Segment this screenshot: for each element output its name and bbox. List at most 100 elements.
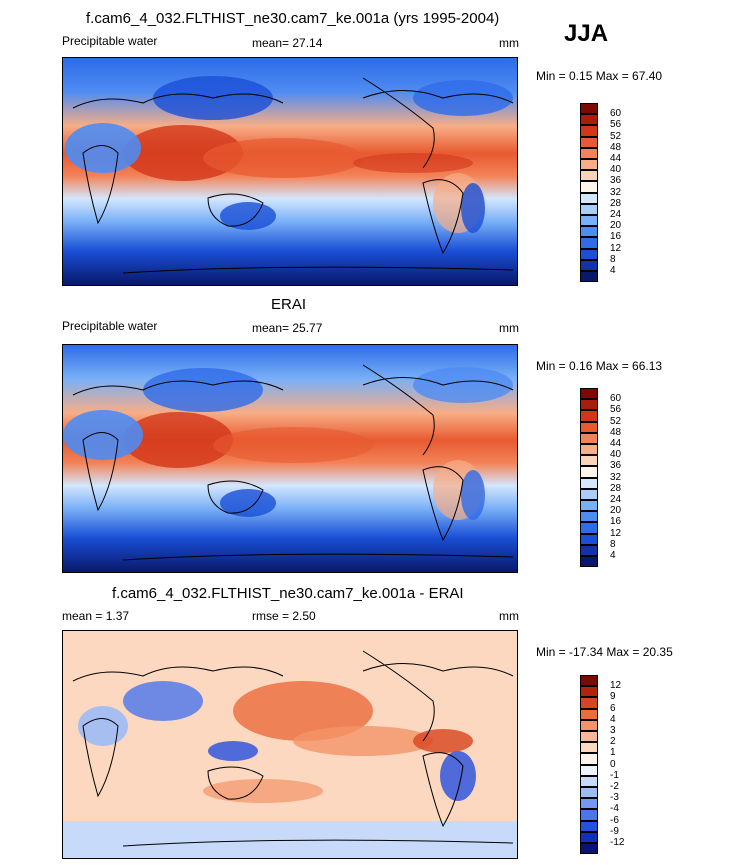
panel-1-minmax: Min = 0.15 Max = 67.40 xyxy=(536,69,663,83)
colorbar-cell xyxy=(580,399,598,411)
colorbar-cell xyxy=(580,697,598,709)
panel-3-mean: mean = 1.37 xyxy=(62,609,130,623)
colorbar-tick-label: 40 xyxy=(610,449,622,461)
colorbar-cell xyxy=(580,136,598,148)
colorbar-tick-label: 8 xyxy=(610,253,616,265)
colorbar-tick-label: 24 xyxy=(610,494,622,505)
colorbar-tick-label: 3 xyxy=(610,725,616,736)
colorbar-cell xyxy=(580,237,598,249)
colorbar-cell xyxy=(580,170,598,182)
colorbar-tick-label: 48 xyxy=(610,426,622,438)
colorbar-tick-label: 8 xyxy=(610,538,616,550)
panel-2-mean: mean= 25.77 xyxy=(252,321,323,335)
colorbar-cell xyxy=(580,488,598,500)
colorbar-tick-label: -2 xyxy=(610,781,619,792)
colorbar-cell xyxy=(580,775,598,787)
panel-2-map xyxy=(62,344,518,573)
colorbar-tick-label: 20 xyxy=(610,220,622,232)
colorbar-tick-label: -12 xyxy=(610,837,625,848)
colorbar-tick-label: 60 xyxy=(610,393,622,405)
colorbar-cell xyxy=(580,544,598,556)
colorbar-tick-label: -3 xyxy=(610,792,619,804)
season-label: JJA xyxy=(564,20,609,47)
panel-3-map xyxy=(62,630,518,859)
panel-1-variable-label: Precipitable water xyxy=(62,34,158,48)
colorbar-cell xyxy=(580,388,598,400)
panel-3-units: mm xyxy=(499,609,519,623)
colorbar-tick-label: 12 xyxy=(610,527,622,539)
colorbar-cell xyxy=(580,248,598,260)
colorbar-tick-label: 1 xyxy=(610,747,616,759)
colorbar-cell xyxy=(580,708,598,720)
panel-2-map-field xyxy=(63,345,517,572)
colorbar-tick-label: 9 xyxy=(610,691,616,703)
colorbar-tick-label: -9 xyxy=(610,825,619,837)
colorbar-cell xyxy=(580,181,598,193)
panel-2-units: mm xyxy=(499,321,519,335)
colorbar-tick-label: 28 xyxy=(610,482,622,494)
colorbar-cell xyxy=(580,843,598,855)
colorbar-tick-label: 4 xyxy=(610,713,616,725)
colorbar-cell xyxy=(580,820,598,832)
colorbar-tick-label: 36 xyxy=(610,460,622,472)
colorbar-cell xyxy=(580,215,598,227)
colorbar-tick-label: 16 xyxy=(610,231,622,243)
colorbar-cell xyxy=(580,764,598,776)
colorbar-tick-label: 2 xyxy=(610,736,616,748)
colorbar-cell xyxy=(580,686,598,698)
colorbar-tick-label: 16 xyxy=(610,516,622,528)
colorbar-cell xyxy=(580,477,598,489)
colorbar-cell xyxy=(580,259,598,271)
colorbar-tick-label: 4 xyxy=(610,550,616,561)
colorbar-cell xyxy=(580,719,598,731)
colorbar-cell xyxy=(580,125,598,137)
colorbar-cell xyxy=(580,114,598,126)
colorbar-cell xyxy=(580,511,598,523)
panel-2-variable-label: Precipitable water xyxy=(62,319,158,333)
panel-2-title: ERAI xyxy=(271,296,307,313)
colorbar-cell xyxy=(580,798,598,810)
panel-1-colorbar: 4 8 12 16 20 24 28 32 36 40 44 48 52 56 60 xyxy=(580,103,640,283)
colorbar-tick-label: 44 xyxy=(610,438,622,449)
colorbar-tick-label: 32 xyxy=(610,186,622,198)
colorbar-cell xyxy=(580,226,598,238)
colorbar-tick-label: 24 xyxy=(610,209,622,220)
colorbar-tick-label: 36 xyxy=(610,175,622,187)
colorbar-tick-label: 48 xyxy=(610,141,622,153)
colorbar-tick-label: 6 xyxy=(610,702,616,714)
panel-1-map xyxy=(62,57,518,286)
colorbar-cell xyxy=(580,731,598,743)
colorbar-tick-label: 28 xyxy=(610,197,622,209)
colorbar-tick-label: 12 xyxy=(610,242,622,254)
colorbar-cell xyxy=(580,159,598,171)
colorbar-tick-label: -4 xyxy=(610,803,619,815)
colorbar-cell xyxy=(580,444,598,456)
colorbar-tick-label: 52 xyxy=(610,415,622,427)
colorbar-tick-label: 56 xyxy=(610,119,622,131)
colorbar-tick-label: 56 xyxy=(610,404,622,416)
colorbar-cell xyxy=(580,675,598,687)
colorbar-cell xyxy=(580,753,598,765)
colorbar-tick-label: 20 xyxy=(610,505,622,517)
panel-1-map-field xyxy=(63,58,517,285)
colorbar-tick-label: 32 xyxy=(610,471,622,483)
colorbar-tick-label: 4 xyxy=(610,265,616,276)
colorbar-cell xyxy=(580,147,598,159)
colorbar-cell xyxy=(580,556,598,568)
panel-3-title: f.cam6_4_032.FLTHIST_ne30.cam7_ke.001a -… xyxy=(112,585,464,602)
colorbar-tick-label: 40 xyxy=(610,164,622,176)
colorbar-cell xyxy=(580,271,598,283)
colorbar-cell xyxy=(580,455,598,467)
panel-1-mean: mean= 27.14 xyxy=(252,36,323,50)
colorbar-cell xyxy=(580,421,598,433)
panel-2-colorbar: 4 8 12 16 20 24 28 32 36 40 44 48 52 56 60 xyxy=(580,388,640,568)
colorbar-tick-label: 52 xyxy=(610,130,622,142)
colorbar-cell xyxy=(580,432,598,444)
colorbar-cell xyxy=(580,500,598,512)
colorbar-tick-label: 12 xyxy=(610,680,622,692)
colorbar-cell xyxy=(580,103,598,115)
panel-1-units: mm xyxy=(499,36,519,50)
colorbar-cell xyxy=(580,809,598,821)
colorbar-cell xyxy=(580,522,598,534)
colorbar-tick-label: 60 xyxy=(610,108,622,120)
